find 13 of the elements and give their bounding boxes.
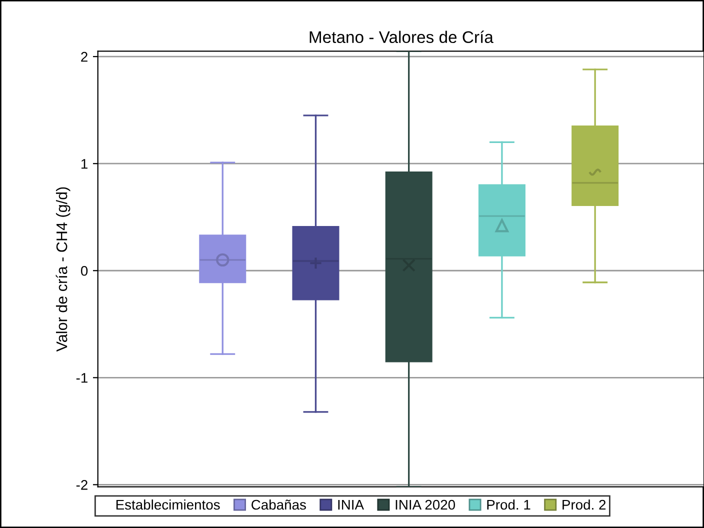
- legend-label: Prod. 1: [487, 499, 530, 510]
- y-tick-label: -2: [76, 480, 88, 490]
- legend-label: Cabañas: [252, 499, 306, 510]
- legend-label: INIA: [338, 500, 364, 510]
- y-tick-label: 0: [80, 266, 88, 276]
- y-axis-title: Valor de cría - CH4 (g/d): [56, 187, 70, 352]
- y-tick-label: 1: [81, 159, 88, 169]
- y-tick-label: 2: [81, 52, 88, 62]
- legend-label: INIA 2020: [396, 500, 456, 510]
- legend-label: Prod. 2: [562, 499, 606, 510]
- y-tick-label: -1: [76, 373, 88, 383]
- legend-title: Establecimientos: [116, 499, 220, 510]
- chart-title: Metano - Valores de Cría: [310, 30, 494, 44]
